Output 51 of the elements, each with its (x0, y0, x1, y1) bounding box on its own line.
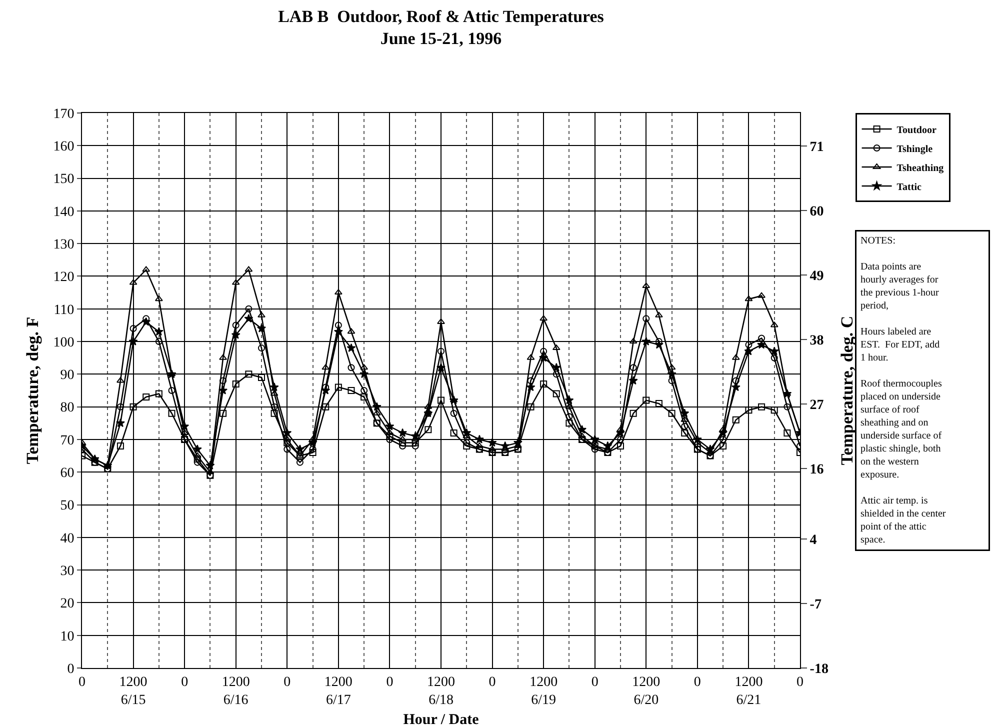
y-axis-title: Temperature, deg. F (23, 316, 42, 464)
y2-tick-label: 71 (810, 140, 824, 155)
x-tick-label: 1200 6/21 (734, 674, 763, 708)
y-tick-label: 130 (53, 237, 74, 252)
y-tick-label: 100 (53, 335, 74, 350)
x-tick-label: 0 (591, 674, 598, 690)
x-tick-label: 1200 6/20 (632, 674, 660, 708)
y-tick-label: 150 (53, 172, 74, 188)
x-tick-label: 1200 6/18 (427, 674, 455, 708)
x-tick-label: 0 (284, 674, 291, 690)
text: NOTES: Data points are hourly averages for the previous 1-hour period, Hours labeled are EST. For EDT, add 1 hour. Roof thermocouples placed on underside surface of roof sheathing and on underside surface of plastic shingle, both on the western exposure. Attic air temp. is shielded in the center point of the attic space. (860, 236, 946, 546)
y-tick-label: 170 (53, 106, 74, 122)
y2-tick-label: 60 (810, 204, 824, 220)
y-tick-label: 120 (53, 270, 74, 286)
y-tick-label: 30 (60, 564, 74, 579)
legend-label: Tsheathing (896, 162, 944, 174)
x-tick-label: 0 (488, 674, 496, 690)
y2-tick-label: 4 (810, 532, 817, 548)
y2-tick-label: 49 (810, 268, 824, 284)
x-tick-label: 1200 6/15 (119, 674, 148, 708)
x-tick-label: 0 (386, 674, 394, 690)
x-axis-title: Hour / Date (403, 712, 480, 728)
y2-tick-label: -18 (810, 662, 828, 677)
x-tick-label: 1200 6/16 (222, 674, 250, 708)
y2-tick-label: 38 (810, 333, 824, 348)
y-tick-label: 90 (60, 368, 74, 384)
y-tick-label: 70 (60, 433, 74, 448)
y-tick-label: 160 (53, 140, 74, 155)
y-tick-label: 0 (67, 662, 74, 677)
y-tick-label: 50 (60, 498, 74, 514)
x-tick-label: 0 (796, 674, 804, 690)
y-tick-label: 40 (60, 531, 74, 546)
x-tick-label: 1200 6/17 (324, 674, 352, 708)
x-tick-label: 0 (694, 674, 701, 690)
y-tick-label: 10 (60, 629, 74, 644)
y-tick-label: 80 (60, 400, 74, 416)
legend-label: Tattic (896, 182, 922, 193)
x-tick-label: 0 (181, 674, 188, 690)
y-tick-label: 20 (60, 596, 74, 612)
y2-axis-title: Temperature, deg. C (838, 316, 856, 466)
y-tick-label: 60 (60, 466, 74, 482)
legend-label: Toutdoor (896, 124, 937, 136)
y-tick-label: 110 (54, 302, 74, 318)
y2-tick-label: 16 (810, 462, 824, 478)
x-tick-label: 0 (78, 674, 86, 690)
y2-tick-label: -7 (810, 597, 822, 612)
chart-title: LAB B Outdoor, Roof & Attic Temperatures June 15-21, 1996 (278, 6, 604, 48)
y-tick-label: 140 (53, 204, 74, 220)
legend-label: Tshingle (896, 144, 934, 155)
x-tick-label: 1200 6/19 (530, 674, 558, 708)
y2-tick-label: 27 (810, 398, 824, 413)
